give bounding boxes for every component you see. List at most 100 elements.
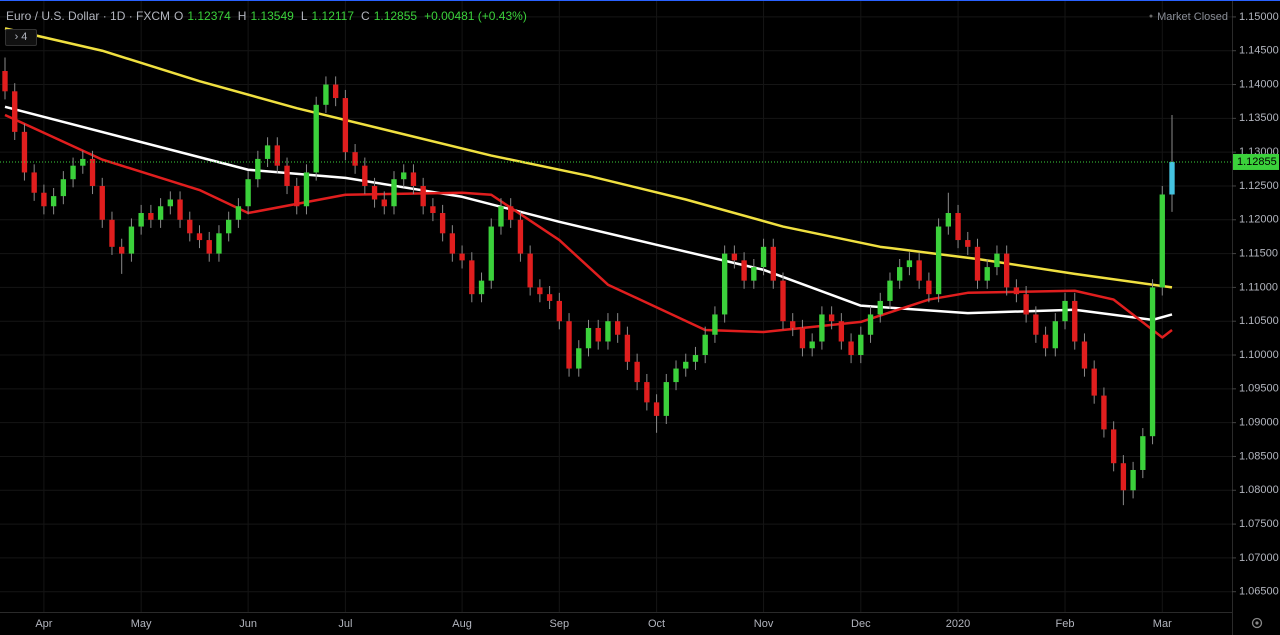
candle-body <box>585 327 592 349</box>
candle-body <box>439 213 446 234</box>
candle-body <box>877 300 883 315</box>
candle-body <box>342 98 349 153</box>
ohlc-label: C <box>361 9 370 23</box>
candle-body <box>653 402 660 416</box>
candle-body <box>556 300 562 322</box>
market-status: Market Closed <box>1149 11 1228 23</box>
candle-body <box>1130 469 1136 491</box>
candle-body <box>167 199 173 207</box>
candle-body <box>760 246 767 268</box>
candle-body <box>430 206 436 214</box>
candle-body <box>576 348 582 369</box>
candle-body <box>1033 314 1039 335</box>
candle-body <box>955 213 961 241</box>
ohlc-value: 1.12117 <box>311 9 355 23</box>
y-tick-label: 1.06500 <box>1239 586 1279 598</box>
indicator-toggle[interactable]: › 4 <box>5 29 37 46</box>
candle-body <box>537 287 543 295</box>
candle-body <box>1004 253 1010 288</box>
candle-body <box>770 246 776 281</box>
ohlc-label: O <box>174 9 184 23</box>
candle-body <box>1169 161 1175 195</box>
candle-body <box>828 314 835 322</box>
x-tick-label: Sep <box>550 618 570 630</box>
candle-body <box>235 206 242 220</box>
ohlc-value: 1.12855 <box>373 9 418 23</box>
candle-body <box>313 104 319 173</box>
candle-body <box>1159 194 1165 288</box>
candle-body <box>264 145 271 159</box>
candle-body <box>809 341 815 349</box>
x-tick-label: Oct <box>648 618 665 630</box>
settings-icon[interactable] <box>1251 617 1263 629</box>
candle-body <box>935 226 942 295</box>
x-tick-label: Feb <box>1056 618 1075 630</box>
candle-body <box>634 361 640 383</box>
x-tick-label: Aug <box>452 618 472 630</box>
candle-body <box>780 280 786 322</box>
candle-body <box>2 71 8 92</box>
candle-body <box>469 260 475 295</box>
symbol-title: Euro / U.S. Dollar · 1D · FXCM <box>6 9 171 23</box>
candle-body <box>945 213 951 227</box>
y-tick-label: 1.07500 <box>1239 518 1279 530</box>
candle-body <box>216 233 222 254</box>
candle-body <box>109 219 115 247</box>
y-tick-label: 1.12000 <box>1239 214 1279 226</box>
candle-body <box>401 172 407 180</box>
ohlc-value: 1.12374 <box>187 9 231 23</box>
candle-body <box>790 321 796 328</box>
x-tick-label: 2020 <box>946 618 970 630</box>
candle-body <box>226 219 232 234</box>
ohlc-label: H <box>237 9 247 23</box>
candle-body <box>1062 300 1068 322</box>
candle-body <box>12 91 18 132</box>
candle-body <box>294 185 300 207</box>
candle-body <box>255 158 261 180</box>
ohlc-label: L <box>300 9 308 23</box>
candle-body <box>1101 395 1107 430</box>
candle-body <box>1110 429 1117 464</box>
candle-body <box>1081 341 1088 369</box>
candle-body <box>381 199 387 207</box>
candle-body <box>741 260 747 281</box>
candle-body <box>449 233 456 254</box>
y-tick-label: 1.08500 <box>1239 450 1279 462</box>
candle-body <box>838 321 845 342</box>
y-tick-label: 1.14000 <box>1239 78 1279 90</box>
candle-body <box>498 206 504 227</box>
candle-body <box>41 192 47 207</box>
candle-body <box>1091 368 1097 396</box>
candle-body <box>148 213 154 220</box>
candle-body <box>731 253 738 261</box>
y-tick-label: 1.15000 <box>1239 11 1279 23</box>
candle-body <box>974 246 981 281</box>
candle-body <box>819 314 825 342</box>
candle-body <box>1042 334 1049 349</box>
candle-body <box>31 172 37 193</box>
candle-body <box>1072 300 1078 342</box>
candle-body <box>1013 287 1020 295</box>
candle-body <box>60 179 67 197</box>
y-tick-label: 1.09000 <box>1239 417 1279 429</box>
candle-body <box>897 267 903 281</box>
candle-body <box>595 327 601 342</box>
candle-body <box>50 196 57 207</box>
candle-body <box>89 158 96 186</box>
candle-body <box>712 314 718 335</box>
candle-body <box>488 226 494 281</box>
candle-body <box>605 321 611 342</box>
candle-body <box>546 294 553 301</box>
x-tick-label: Jun <box>239 618 257 630</box>
candle-body <box>692 355 699 362</box>
candle-body <box>887 280 893 301</box>
y-tick-label: 1.10000 <box>1239 349 1279 361</box>
indicator-count: 4 <box>21 31 28 43</box>
candle-body <box>99 185 105 220</box>
candle-body <box>21 131 28 173</box>
y-tick-label: 1.10500 <box>1239 315 1279 327</box>
candle-body <box>1120 463 1127 491</box>
candle-body <box>1052 321 1058 349</box>
candle-body <box>663 382 669 416</box>
candle-body <box>391 179 397 207</box>
